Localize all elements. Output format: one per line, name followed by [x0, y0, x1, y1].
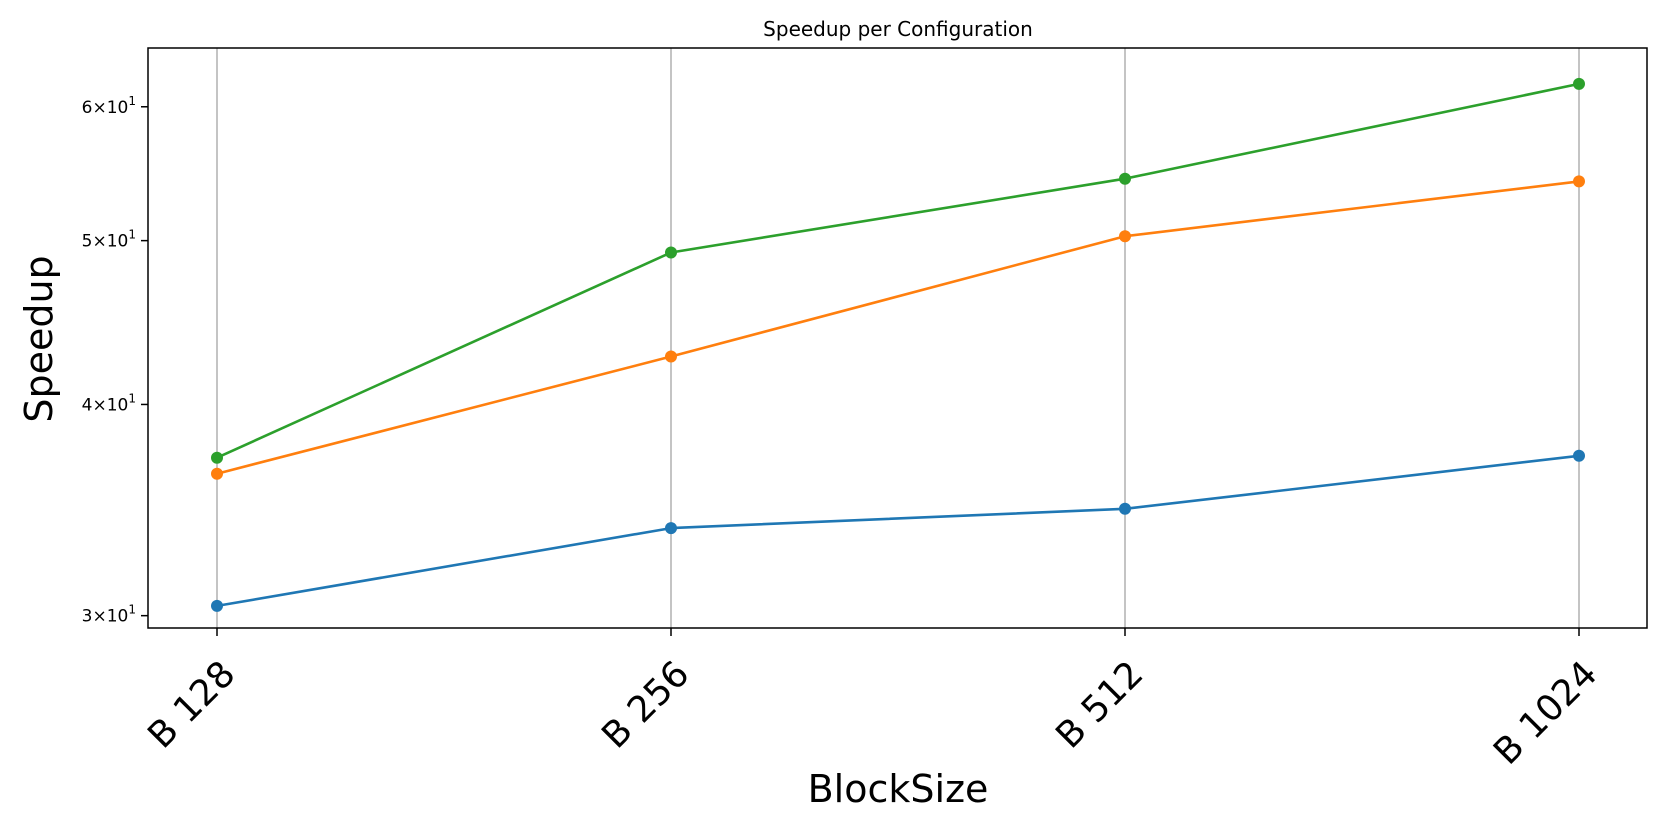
series-lines [211, 77, 1585, 612]
y-tick-label: 3×101 [82, 603, 136, 627]
data-point [211, 599, 223, 612]
series-line [216, 454, 1580, 608]
data-point [211, 451, 223, 464]
series-line [216, 180, 1580, 475]
y-tick-label: 6×101 [82, 94, 136, 118]
data-point [211, 467, 223, 480]
data-point [1573, 449, 1585, 462]
series-2 [211, 175, 1585, 480]
data-point [665, 522, 677, 535]
x-axis-label: BlockSize [808, 767, 989, 811]
data-point [1119, 230, 1131, 243]
chart-title: Speedup per Configuration [763, 17, 1033, 41]
data-point [1573, 175, 1585, 188]
series-line [216, 82, 1580, 459]
series-3 [211, 77, 1585, 464]
y-ticks: 3×101 4×101 5×101 6×101 [82, 94, 148, 627]
y-tick-label: 5×101 [82, 228, 136, 252]
data-point [665, 246, 677, 259]
series-1 [211, 449, 1585, 612]
data-point [1573, 77, 1585, 90]
data-point [1119, 172, 1131, 185]
data-point [1119, 502, 1131, 515]
data-point [665, 350, 677, 363]
y-axis-label: Speedup [17, 255, 61, 422]
y-tick-label: 4×101 [82, 391, 136, 415]
plot-frame [147, 47, 1648, 629]
